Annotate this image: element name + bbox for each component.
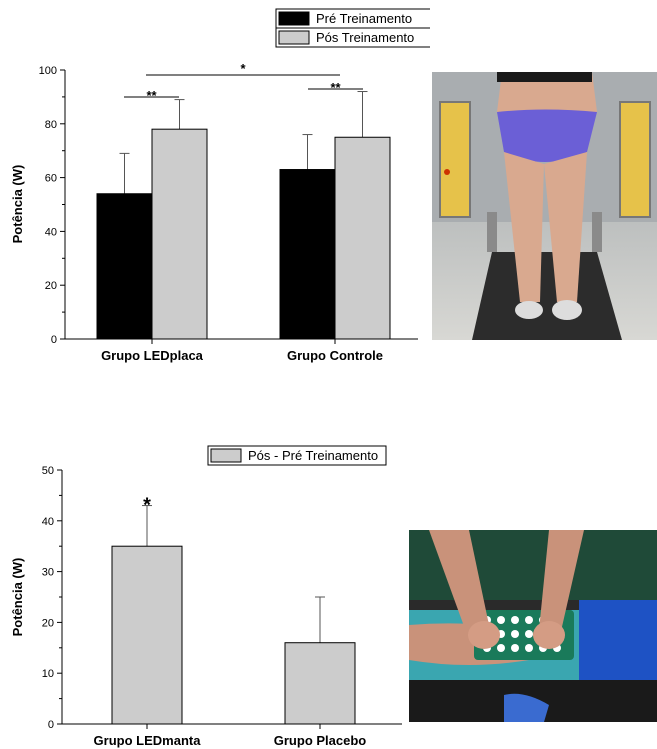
y-axis-label-top: Potência (W) bbox=[10, 165, 25, 244]
chart-top: Pré Treinamento Pós Treinamento 0 20 40 60 80… bbox=[10, 8, 430, 363]
significance-label: * bbox=[240, 61, 246, 76]
bar-1-1 bbox=[334, 136, 391, 340]
led-blanket-photo bbox=[409, 530, 657, 722]
bars-top bbox=[96, 91, 391, 340]
legend-label: Pós - Pré Treinamento bbox=[248, 448, 378, 463]
bar-1-0 bbox=[151, 128, 208, 340]
y-tick-label: 20 bbox=[42, 617, 54, 629]
x-tick-label: Grupo Placebo bbox=[274, 733, 367, 748]
legend-swatch bbox=[210, 448, 242, 463]
x-tick-label: Grupo LEDmanta bbox=[94, 733, 202, 748]
y-axis-label-bottom: Potência (W) bbox=[10, 558, 25, 637]
legend-bottom: Pós - Pré Treinamento bbox=[207, 445, 387, 466]
legend-top: Pré Treinamento Pós Treinamento bbox=[275, 8, 430, 48]
significance-label: ** bbox=[146, 88, 157, 103]
bars-bottom bbox=[111, 505, 356, 725]
x-tick-label: Grupo LEDplaca bbox=[101, 348, 204, 363]
y-tick-label: 10 bbox=[42, 668, 54, 680]
bar-0-0 bbox=[96, 193, 153, 340]
bar-0-0 bbox=[111, 545, 183, 725]
y-tick-label: 60 bbox=[45, 173, 57, 185]
y-tick-label: 30 bbox=[42, 567, 54, 579]
chart-bottom: Pós - Pré Treinamento 0 10 20 30 40 50 Grupo … bbox=[10, 445, 402, 748]
y-tick-label: 0 bbox=[51, 334, 57, 346]
significance-bottom: * bbox=[143, 495, 151, 517]
legend-label: Pré Treinamento bbox=[316, 11, 412, 26]
significance-label: ** bbox=[330, 80, 341, 95]
legend-box bbox=[207, 445, 387, 466]
legend-swatch bbox=[278, 11, 310, 26]
significance-label: * bbox=[143, 495, 151, 517]
y-tick-label: 0 bbox=[48, 719, 54, 731]
legend-swatch bbox=[278, 30, 310, 45]
bar-0-1 bbox=[279, 169, 336, 340]
x-axis-bottom: Grupo LEDmanta Grupo Placebo bbox=[94, 724, 367, 748]
x-tick-label: Grupo Controle bbox=[287, 348, 383, 363]
y-tick-label: 40 bbox=[45, 226, 57, 238]
y-tick-label: 50 bbox=[42, 465, 54, 477]
bar-0-1 bbox=[284, 642, 356, 725]
y-tick-label: 80 bbox=[45, 119, 57, 131]
significance-top: ***** bbox=[124, 61, 363, 103]
y-tick-label: 20 bbox=[45, 280, 57, 292]
x-axis-top: Grupo LEDplaca Grupo Controle bbox=[101, 339, 383, 363]
legend-box bbox=[275, 27, 430, 48]
treadmill-photo bbox=[432, 72, 657, 340]
y-tick-label: 40 bbox=[42, 516, 54, 528]
legend-label: Pós Treinamento bbox=[316, 30, 414, 45]
y-tick-label: 100 bbox=[39, 65, 57, 77]
